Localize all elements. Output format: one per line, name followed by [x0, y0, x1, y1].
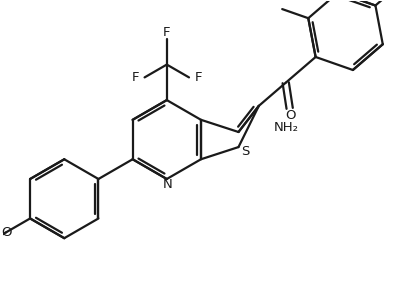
Text: O: O	[1, 226, 12, 239]
Text: S: S	[241, 145, 250, 158]
Text: N: N	[163, 178, 173, 191]
Text: NH₂: NH₂	[274, 121, 299, 134]
Text: F: F	[194, 71, 202, 84]
Text: O: O	[285, 109, 296, 122]
Text: F: F	[163, 26, 170, 39]
Text: F: F	[132, 71, 139, 84]
